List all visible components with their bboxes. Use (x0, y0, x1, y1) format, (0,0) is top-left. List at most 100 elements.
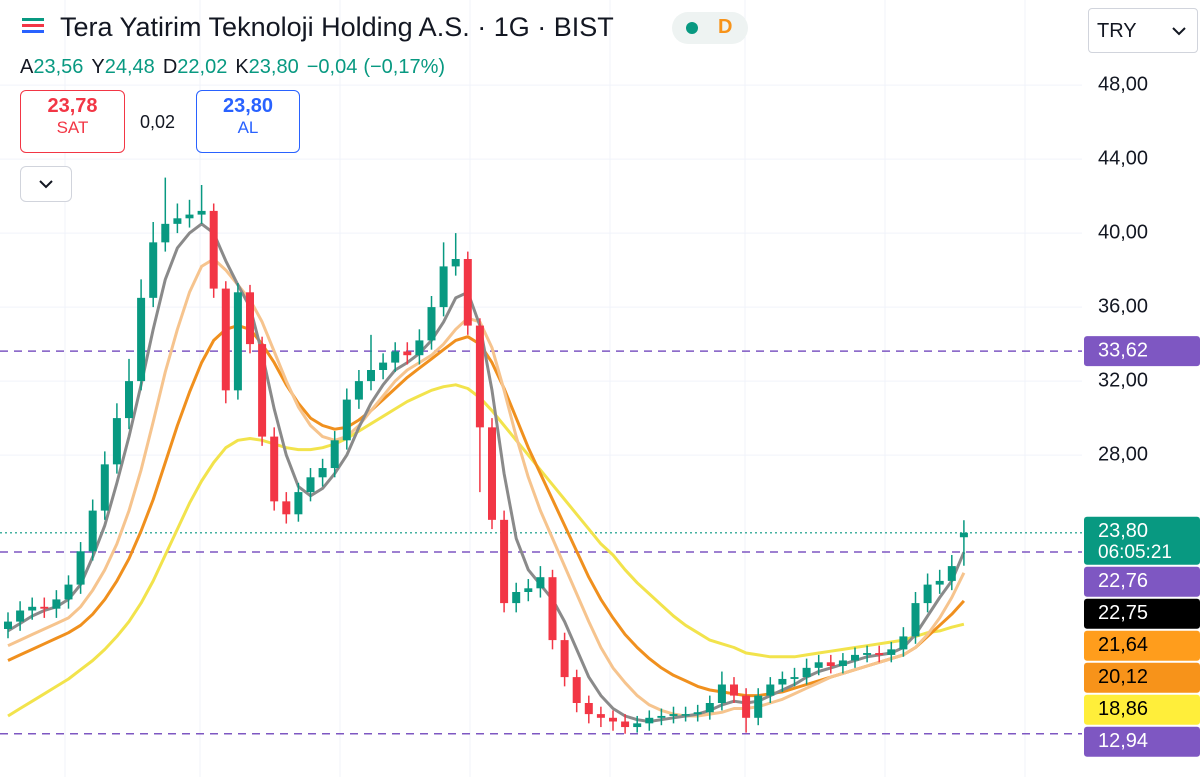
y-tick-label: 28,00 (1098, 443, 1148, 465)
candle-body (609, 717, 617, 722)
ohlc-key: K (235, 56, 249, 78)
price-label-box (1084, 566, 1200, 597)
candle-body (246, 292, 254, 345)
candle-body (463, 259, 472, 326)
candle-body (270, 436, 279, 502)
candle-body (209, 210, 218, 289)
collapse-button[interactable] (20, 166, 72, 202)
price-label: 23,80 (1098, 520, 1148, 542)
candle-body (427, 307, 436, 341)
candle-body (572, 677, 581, 703)
candle-body (161, 223, 170, 243)
candle-body (64, 584, 73, 600)
change-value: −0,04 (306, 56, 358, 78)
price-label: 20,12 (1098, 666, 1148, 688)
chevron (1172, 27, 1186, 36)
candle-body (233, 292, 242, 391)
candle-body (149, 242, 158, 298)
price-label: 21,64 (1098, 634, 1148, 656)
candle-body (439, 266, 448, 308)
candle-body (947, 566, 956, 581)
candle-body (125, 381, 133, 419)
candle-body (354, 381, 363, 400)
candle-body (88, 510, 97, 552)
candle-body (306, 477, 315, 493)
candle-body (875, 653, 884, 655)
candle-body (451, 259, 460, 267)
bar-countdown: 06:05:21 (1098, 542, 1172, 563)
candle-body (524, 588, 533, 592)
candle-body (790, 677, 799, 679)
menu-icon[interactable] (22, 16, 44, 36)
price-label-box (1084, 516, 1200, 565)
candle-body (802, 667, 811, 678)
candle-body (536, 577, 545, 589)
candle-body (475, 325, 484, 428)
candle-body (403, 351, 412, 356)
chevron (39, 180, 53, 189)
moving-average (7, 257, 966, 718)
ohlc-value: 23,80 (248, 56, 299, 78)
price-label-box (1084, 598, 1200, 629)
candle-body (4, 621, 12, 629)
candle-body (911, 603, 920, 637)
price-label-box (1084, 694, 1200, 725)
ohlc-value: 22,02 (177, 56, 228, 78)
candle-body (318, 468, 327, 478)
y-tick-label: 32,00 (1098, 369, 1148, 391)
candle-body (197, 210, 206, 215)
price-label: 18,86 (1098, 698, 1148, 720)
candle-body (621, 721, 630, 728)
sell-button[interactable]: 23,78 SAT (20, 90, 125, 153)
price-label-box (1084, 630, 1200, 661)
price-label: 12,94 (1098, 730, 1148, 752)
price-label: 22,76 (1098, 570, 1148, 592)
candle-body (137, 297, 146, 382)
candle-body (730, 684, 738, 696)
buy-price: 23,80 (222, 95, 274, 117)
candle-body (342, 399, 351, 441)
ohlc-key: Y (91, 56, 105, 78)
candle-body (560, 640, 569, 678)
candle-body (887, 649, 896, 655)
candle-body (766, 684, 775, 696)
status-badge: D (672, 12, 748, 44)
candle-body (488, 427, 496, 520)
moving-average (7, 383, 965, 718)
candle-body (16, 610, 25, 622)
currency-select[interactable]: TRY (1088, 8, 1198, 53)
candle-body (838, 660, 847, 666)
candle-body (669, 714, 678, 716)
candle-body (633, 723, 642, 728)
candle-body (778, 678, 787, 685)
candle-body (899, 636, 908, 650)
buy-text: AL (237, 118, 259, 137)
price-label: 22,75 (1098, 602, 1148, 624)
candle-body (851, 654, 859, 661)
ohlc-key: A (20, 56, 34, 78)
y-tick-label: 36,00 (1098, 295, 1148, 317)
candle-body (923, 584, 932, 604)
candle-body (294, 492, 303, 515)
candle-body (40, 606, 49, 609)
candle-body (367, 370, 375, 382)
buy-button[interactable]: 23,80 AL (196, 90, 300, 153)
candle-body (173, 218, 182, 224)
candle-body (512, 592, 521, 604)
candle-body (548, 577, 557, 641)
candle-body (100, 464, 109, 511)
candle-body (415, 340, 424, 356)
candle-body (28, 606, 37, 611)
candle-body (379, 362, 388, 370)
y-tick-label: 44,00 (1098, 147, 1148, 169)
candle-body (185, 214, 194, 219)
currency-text: TRY (1097, 20, 1137, 42)
price-label-box (1084, 726, 1200, 757)
ohlc-value: 24,48 (104, 56, 155, 78)
candle-body (330, 440, 339, 469)
candle-body (282, 501, 291, 515)
candle-body (935, 580, 944, 585)
ohlc-key: D (162, 56, 178, 78)
candle-body (258, 344, 267, 437)
price-label: 33,62 (1098, 339, 1148, 361)
